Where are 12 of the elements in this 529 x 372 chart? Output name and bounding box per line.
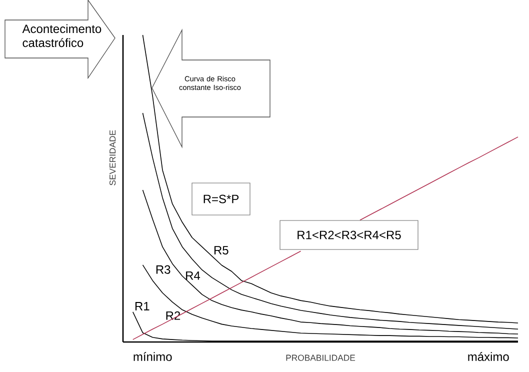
annotation: R1<R2<R3<R4<R5 <box>298 230 401 240</box>
series-label: R3 <box>156 265 170 274</box>
text: Acontecimento catastrófico <box>22 24 102 48</box>
annotation: R=S*P <box>204 194 239 204</box>
x-axis-title: PROBABILIDADE <box>286 354 356 361</box>
x-tick-label: mínimo <box>134 352 172 362</box>
series-label: R4 <box>186 271 200 280</box>
x-tick-label: máximo <box>468 352 509 362</box>
y-axis-title: SEVERIDADE <box>109 130 116 186</box>
series-label: R2 <box>166 311 180 320</box>
series-label: R5 <box>214 246 228 254</box>
series-label: R1 <box>135 302 150 310</box>
